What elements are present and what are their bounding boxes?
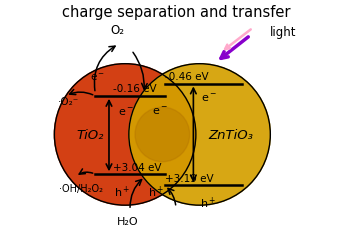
Text: h$^+$: h$^+$: [114, 184, 131, 199]
Circle shape: [129, 64, 270, 205]
Text: ZnTiO₃: ZnTiO₃: [208, 128, 253, 141]
Text: charge separation and transfer: charge separation and transfer: [62, 5, 290, 20]
Text: ·O₂⁻: ·O₂⁻: [58, 96, 79, 106]
Text: light: light: [270, 26, 297, 39]
Text: -0.46 eV: -0.46 eV: [165, 71, 208, 81]
Text: e$^-$: e$^-$: [90, 72, 105, 83]
Text: H₂O: H₂O: [117, 216, 138, 226]
Text: +3.19 eV: +3.19 eV: [165, 174, 213, 184]
Text: e$^-$: e$^-$: [118, 106, 134, 117]
Text: O₂: O₂: [111, 24, 125, 37]
Text: h$^+$: h$^+$: [148, 184, 164, 199]
Text: e$^-$: e$^-$: [152, 105, 168, 116]
Text: h$^+$: h$^+$: [200, 195, 216, 210]
Text: TiO₂: TiO₂: [77, 128, 104, 141]
Circle shape: [54, 64, 196, 205]
Text: e$^-$: e$^-$: [201, 93, 218, 104]
Text: ·OH/H₂O₂: ·OH/H₂O₂: [59, 183, 103, 193]
Text: +3.04 eV: +3.04 eV: [113, 162, 161, 172]
Circle shape: [135, 108, 190, 162]
Text: -0.16 eV: -0.16 eV: [113, 84, 156, 94]
